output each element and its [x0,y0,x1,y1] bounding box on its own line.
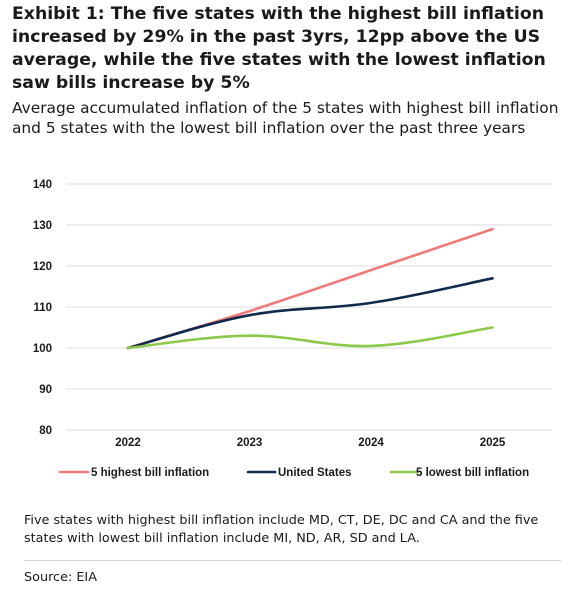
legend: 5 highest bill inflation United States 5 l… [58,467,529,479]
series-line-lowest [126,326,494,350]
legend-label-highest: 5 highest bill inflation [91,467,209,479]
line-chart: 80 90 100 110 120 130 140 2022 2023 2024 2025 5 h… [33,179,552,479]
chart-title: Exhibit 1: The five states with the high… [12,4,546,93]
y-tick-label: 90 [39,384,52,396]
footer-divider [24,560,561,561]
x-tick-label: 2024 [358,437,384,449]
x-tick-label: 2023 [237,437,263,449]
series-line-us [126,277,494,350]
series-line-highest [126,227,494,350]
x-tick-label: 2025 [480,437,506,449]
y-tick-label: 110 [33,302,52,314]
chart-footnote: Five states with highest bill inflation … [24,513,539,546]
source-note: Source: EIA [24,570,97,585]
legend-label-lowest: 5 lowest bill inflation [416,467,529,479]
y-tick-label: 80 [39,425,52,437]
x-axis-ticks: 2022 2023 2024 2025 [115,437,506,449]
y-tick-label: 130 [33,220,52,232]
x-tick-label: 2022 [115,437,141,449]
chart-subtitle: Average accumulated inflation of the 5 s… [12,99,559,137]
gridlines [66,183,552,431]
y-axis-ticks: 80 90 100 110 120 130 140 [33,179,52,437]
y-tick-label: 140 [33,179,52,191]
series-lines [126,227,494,350]
y-tick-label: 100 [33,343,52,355]
y-tick-label: 120 [33,261,52,273]
legend-label-us: United States [278,467,352,479]
